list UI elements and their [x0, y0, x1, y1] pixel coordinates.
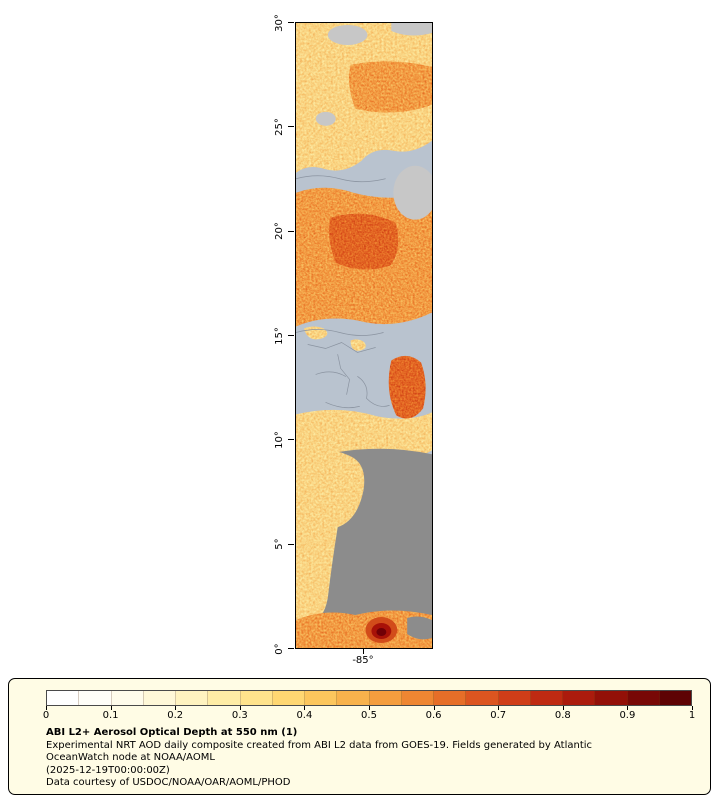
aod-hotspot — [365, 617, 398, 644]
colorbar-segment — [401, 691, 434, 705]
latitude-tick — [288, 230, 294, 232]
latitude-tick — [288, 648, 294, 649]
colorbar-segment — [434, 691, 467, 705]
colorbar-segment — [337, 691, 370, 705]
aerosol-field-central-core — [329, 213, 399, 270]
colorbar-segment — [627, 691, 660, 705]
latitude-tick-label: 20° — [274, 222, 285, 241]
colorbar-segment — [498, 691, 531, 705]
colorbar-segment — [208, 691, 241, 705]
colorbar-tick — [369, 706, 370, 710]
legend-description-line: Experimental NRT AOD daily composite cre… — [46, 740, 593, 751]
colorbar-tick-label: 0.4 — [296, 710, 313, 721]
colorbar-tick — [692, 706, 693, 710]
colorbar-segment — [272, 691, 305, 705]
colorbar-segment — [530, 691, 563, 705]
latitude-tick — [288, 543, 294, 545]
latitude-tick-label: 15° — [274, 326, 285, 345]
colorbar-segment — [176, 691, 209, 705]
colorbar-tick-label: 0.7 — [490, 710, 507, 721]
aerosol-field-north-dense — [348, 61, 432, 113]
longitude-tick-label: -85° — [352, 655, 374, 666]
legend-description: Experimental NRT AOD daily composite cre… — [46, 740, 592, 764]
colorbar-segment — [595, 691, 628, 705]
cloud-mask-dark-patch — [407, 616, 432, 640]
colorbar-tick-label: 0.3 — [231, 710, 248, 721]
colorbar-tick-label: 0.2 — [167, 710, 184, 721]
colorbar-tick — [239, 706, 241, 710]
colorbar — [46, 690, 692, 706]
colorbar-segment — [240, 691, 273, 705]
colorbar-segment — [111, 691, 144, 705]
aod-map-image — [296, 23, 432, 648]
colorbar-axis: 0 0.1 0.2 0.3 0.4 0.5 0.6 0.7 0.8 0.9 1 — [42, 706, 696, 724]
legend-title: ABI L2+ Aerosol Optical Depth at 550 nm … — [46, 727, 298, 738]
latitude-tick — [288, 126, 294, 128]
colorbar-tick-label: 0.1 — [102, 710, 119, 721]
latitude-tick — [288, 335, 294, 336]
colorbar-tick — [175, 706, 177, 710]
colorbar-tick — [627, 706, 629, 710]
colorbar-tick — [433, 706, 435, 710]
cloud-mask-light — [315, 23, 432, 220]
colorbar-tick — [110, 706, 112, 710]
colorbar-tick-label: 0.6 — [425, 710, 442, 721]
latitude-tick-label: 10° — [274, 430, 285, 449]
colorbar-tick — [498, 706, 500, 710]
colorbar-segment — [143, 691, 176, 705]
colorbar-tick — [304, 706, 306, 710]
latitude-tick-label: 25° — [274, 117, 285, 136]
longitude-tick — [363, 649, 364, 654]
colorbar-tick-label: 0.9 — [619, 710, 636, 721]
latitude-tick — [288, 439, 294, 441]
colorbar-segment — [305, 691, 338, 705]
colorbar-segment — [659, 691, 691, 705]
colorbar-segment — [47, 691, 80, 705]
latitude-tick-label: 30° — [274, 13, 285, 32]
colorbar-tick-label: 0 — [42, 710, 50, 721]
colorbar-segment — [466, 691, 499, 705]
latitude-tick-label: 5° — [274, 538, 285, 550]
colorbar-tick-label: 0.5 — [361, 710, 377, 721]
aerosol-field-southwest — [296, 448, 365, 624]
colorbar-tick — [562, 706, 564, 710]
latitude-tick-label: 0° — [274, 642, 285, 655]
aerosol-patches — [303, 326, 366, 351]
aerosol-hotspot-east — [388, 355, 426, 419]
aerosol-field-bottom — [296, 610, 432, 648]
colorbar-tick-label: 1 — [688, 710, 696, 721]
colorbar-segment — [79, 691, 112, 705]
colorbar-tick — [46, 706, 47, 710]
latitude-tick — [288, 22, 294, 23]
legend-description-line: OceanWatch node at NOAA/AOML — [46, 752, 215, 763]
colorbar-tick-label: 0.8 — [554, 710, 571, 721]
legend-timestamp: (2025-12-19T00:00:00Z) — [46, 765, 170, 776]
colorbar-segment — [369, 691, 402, 705]
legend-credit: Data courtesy of USDOC/NOAA/OAR/AOML/PHO… — [46, 777, 291, 788]
country-borders — [296, 175, 390, 409]
map-frame — [295, 22, 433, 649]
legend-panel: 0 0.1 0.2 0.3 0.4 0.5 0.6 0.7 0.8 0.9 1 ABI L2+ Ae… — [8, 678, 711, 795]
colorbar-segment — [563, 691, 596, 705]
